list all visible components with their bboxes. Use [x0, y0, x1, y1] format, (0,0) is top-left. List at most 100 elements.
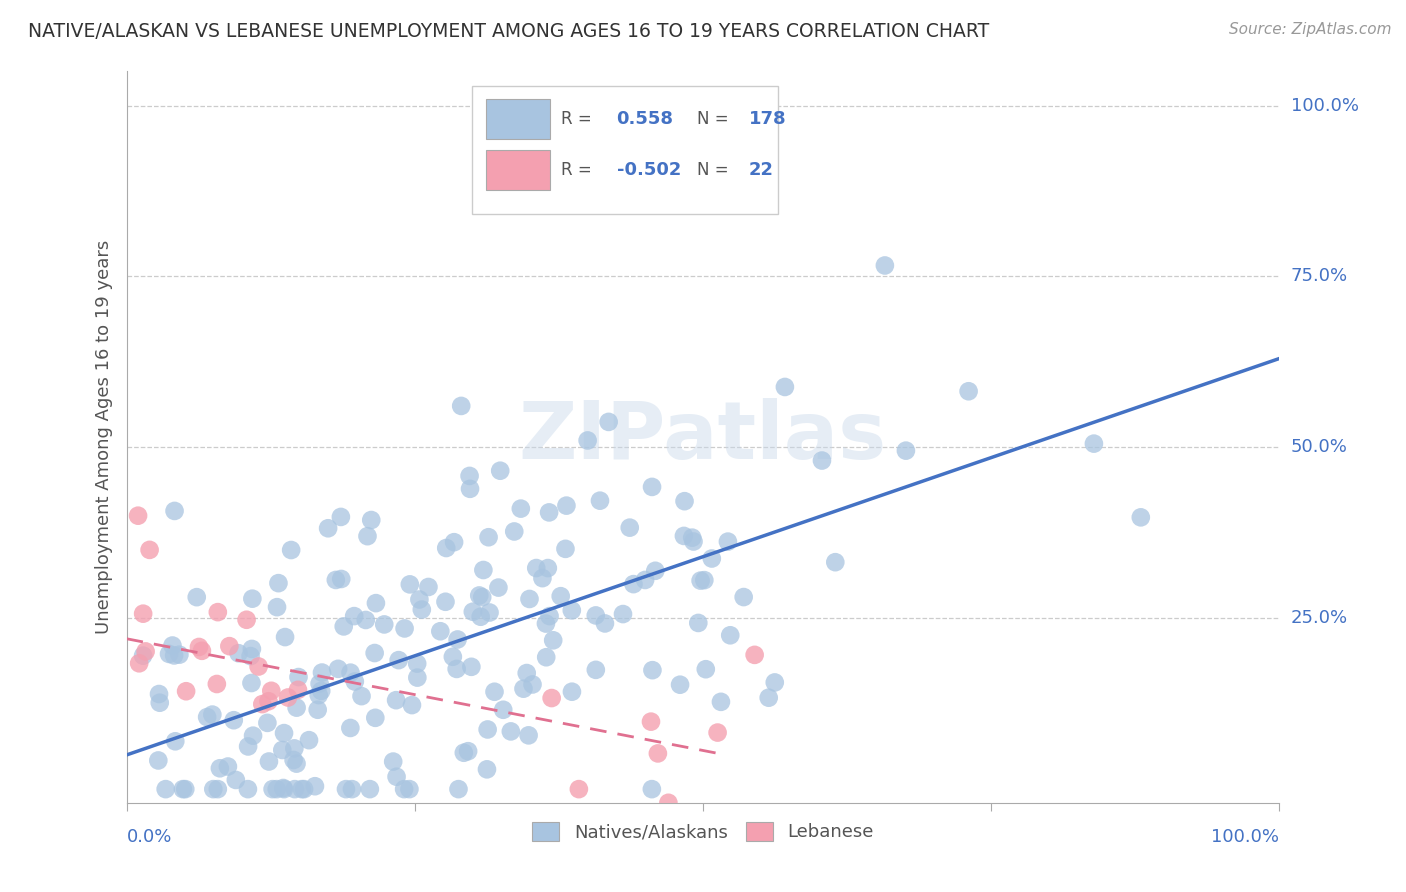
Point — [385, 770, 408, 784]
Text: -0.502: -0.502 — [617, 161, 681, 179]
Point — [718, 628, 741, 642]
Point — [326, 662, 349, 676]
Point — [285, 700, 308, 714]
Point — [256, 715, 278, 730]
Point — [277, 690, 299, 705]
Point — [475, 762, 498, 776]
Point — [195, 710, 218, 724]
Point — [517, 728, 540, 742]
Point — [550, 589, 572, 603]
Point — [382, 755, 405, 769]
Point — [486, 581, 509, 595]
Point — [634, 573, 657, 587]
Point — [489, 464, 512, 478]
Point — [285, 756, 308, 771]
Point — [623, 577, 645, 591]
Point — [128, 657, 150, 671]
Point — [339, 721, 361, 735]
Point — [484, 685, 506, 699]
Point — [418, 580, 440, 594]
Text: 178: 178 — [749, 110, 787, 128]
Point — [266, 600, 288, 615]
Point — [657, 796, 679, 810]
Point — [329, 510, 352, 524]
Point — [205, 677, 228, 691]
Point — [693, 573, 716, 587]
Point — [398, 782, 420, 797]
Point — [450, 399, 472, 413]
Point — [434, 595, 457, 609]
Point — [540, 691, 562, 706]
Point — [672, 529, 695, 543]
Point — [468, 589, 491, 603]
Point — [163, 504, 186, 518]
Point — [363, 646, 385, 660]
Text: 25.0%: 25.0% — [1291, 609, 1348, 627]
Text: 0.558: 0.558 — [617, 110, 673, 128]
Point — [148, 687, 170, 701]
Point — [202, 782, 225, 797]
Point — [271, 780, 294, 795]
Point — [706, 725, 728, 739]
Point — [135, 644, 157, 658]
Point — [242, 729, 264, 743]
Point — [541, 633, 564, 648]
Point — [585, 608, 607, 623]
Point — [273, 782, 295, 797]
Text: 75.0%: 75.0% — [1291, 268, 1348, 285]
Point — [287, 682, 309, 697]
Point — [360, 513, 382, 527]
Point — [207, 605, 229, 619]
Point — [640, 714, 662, 729]
Point — [162, 639, 184, 653]
Point — [519, 591, 541, 606]
Point — [228, 646, 250, 660]
Text: 22: 22 — [749, 161, 775, 179]
Point — [524, 561, 547, 575]
Point — [330, 572, 353, 586]
Point — [217, 759, 239, 773]
Point — [252, 697, 274, 711]
Point — [165, 734, 187, 748]
Point — [434, 541, 457, 555]
Point — [472, 563, 495, 577]
Point — [339, 665, 361, 680]
Point — [201, 707, 224, 722]
Point — [446, 662, 468, 676]
Point — [174, 782, 197, 797]
Point — [453, 746, 475, 760]
Point — [477, 723, 499, 737]
Point — [240, 591, 263, 606]
Point — [308, 676, 330, 690]
Point — [531, 571, 554, 585]
Y-axis label: Unemployment Among Ages 16 to 19 years: Unemployment Among Ages 16 to 19 years — [94, 240, 112, 634]
Point — [354, 613, 377, 627]
Point — [356, 529, 378, 543]
Point — [758, 690, 780, 705]
Point — [598, 415, 620, 429]
Point — [477, 530, 499, 544]
Point — [284, 782, 307, 797]
Point — [478, 606, 501, 620]
Point — [335, 782, 357, 797]
Point — [457, 744, 479, 758]
Point — [343, 609, 366, 624]
Point — [350, 689, 373, 703]
Point — [236, 782, 259, 797]
Point — [172, 782, 194, 797]
Point — [163, 648, 186, 663]
Point — [894, 443, 917, 458]
Point — [364, 596, 387, 610]
Text: ZIPatlas: ZIPatlas — [519, 398, 887, 476]
Point — [534, 616, 557, 631]
Point — [512, 681, 534, 696]
Point — [458, 469, 481, 483]
Point — [325, 573, 347, 587]
Point — [298, 733, 321, 747]
Point — [1129, 510, 1152, 524]
Point — [240, 676, 263, 690]
Point — [555, 499, 578, 513]
Point — [207, 782, 229, 797]
Point — [148, 754, 170, 768]
Text: 50.0%: 50.0% — [1291, 438, 1347, 457]
